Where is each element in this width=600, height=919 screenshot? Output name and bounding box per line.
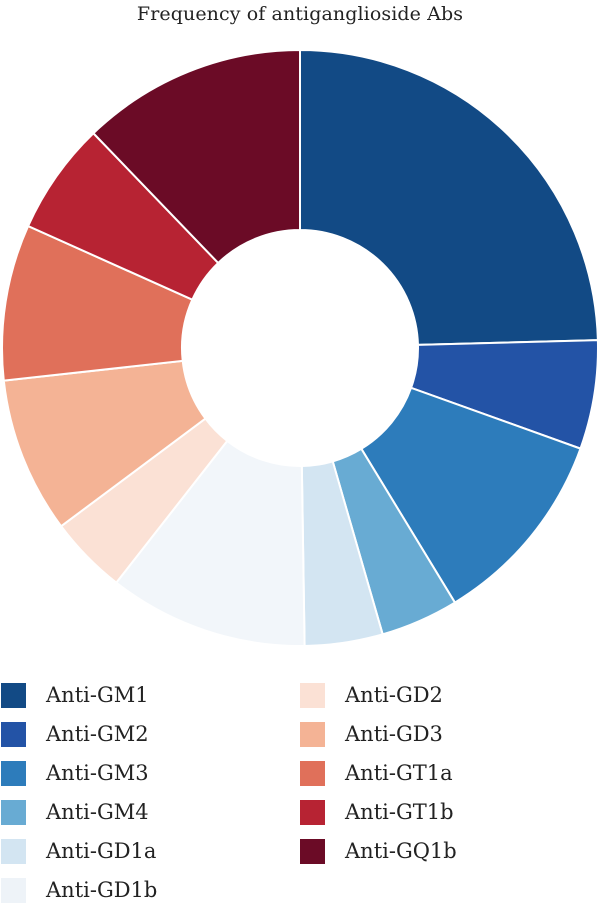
legend-swatch <box>1 721 26 747</box>
legend-label: Anti-GQ1b <box>345 839 457 863</box>
legend-swatch <box>1 682 26 708</box>
legend-swatch <box>1 799 26 825</box>
legend-item-anti-gm3: Anti-GM3 <box>1 758 149 788</box>
slice-anti-gt1a <box>1 224 194 382</box>
legend-label: Anti-GM3 <box>46 761 149 785</box>
slice-anti-gm1 <box>299 48 599 346</box>
donut-chart <box>1 48 599 647</box>
legend-swatch <box>1 760 26 786</box>
legend-label: Anti-GD2 <box>345 683 443 707</box>
legend-swatch <box>300 682 325 708</box>
legend-item-anti-gm4: Anti-GM4 <box>1 797 149 827</box>
legend-label: Anti-GD1b <box>46 878 158 902</box>
slice-anti-gd1b <box>114 439 306 647</box>
legend-label: Anti-GT1a <box>345 761 453 785</box>
legend-label: Anti-GT1b <box>345 800 454 824</box>
slice-anti-gq1b <box>91 48 301 265</box>
legend-item-anti-gd2: Anti-GD2 <box>300 680 443 710</box>
legend-item-anti-gd1b: Anti-GD1b <box>1 875 157 905</box>
legend-swatch <box>300 799 325 825</box>
legend-item-anti-gt1a: Anti-GT1a <box>300 758 453 788</box>
legend-label: Anti-GM1 <box>46 683 149 707</box>
legend-label: Anti-GM4 <box>46 800 149 824</box>
chart-title: Frequency of antiganglioside Abs <box>136 3 464 25</box>
legend-label: Anti-GM2 <box>46 722 149 746</box>
chart-legend: Anti-GM1 Anti-GM2 Anti-GM3 Anti-GM4 Anti-GD1… <box>0 680 600 919</box>
legend-label: Anti-GD1a <box>46 839 157 863</box>
slice-anti-gd3 <box>2 359 207 528</box>
legend-item-anti-gq1b: Anti-GQ1b <box>300 836 457 866</box>
legend-item-anti-gt1b: Anti-GT1b <box>300 797 454 827</box>
legend-swatch <box>300 721 325 747</box>
slice-anti-gm3 <box>359 386 582 604</box>
legend-swatch <box>1 838 26 864</box>
legend-item-anti-gm2: Anti-GM2 <box>1 719 149 749</box>
legend-item-anti-gd3: Anti-GD3 <box>300 719 443 749</box>
legend-swatch <box>300 838 325 864</box>
legend-swatch <box>1 877 26 903</box>
legend-label: Anti-GD3 <box>345 722 443 746</box>
legend-item-anti-gm1: Anti-GM1 <box>1 680 149 710</box>
legend-swatch <box>300 760 325 786</box>
legend-item-anti-gd1a: Anti-GD1a <box>1 836 156 866</box>
